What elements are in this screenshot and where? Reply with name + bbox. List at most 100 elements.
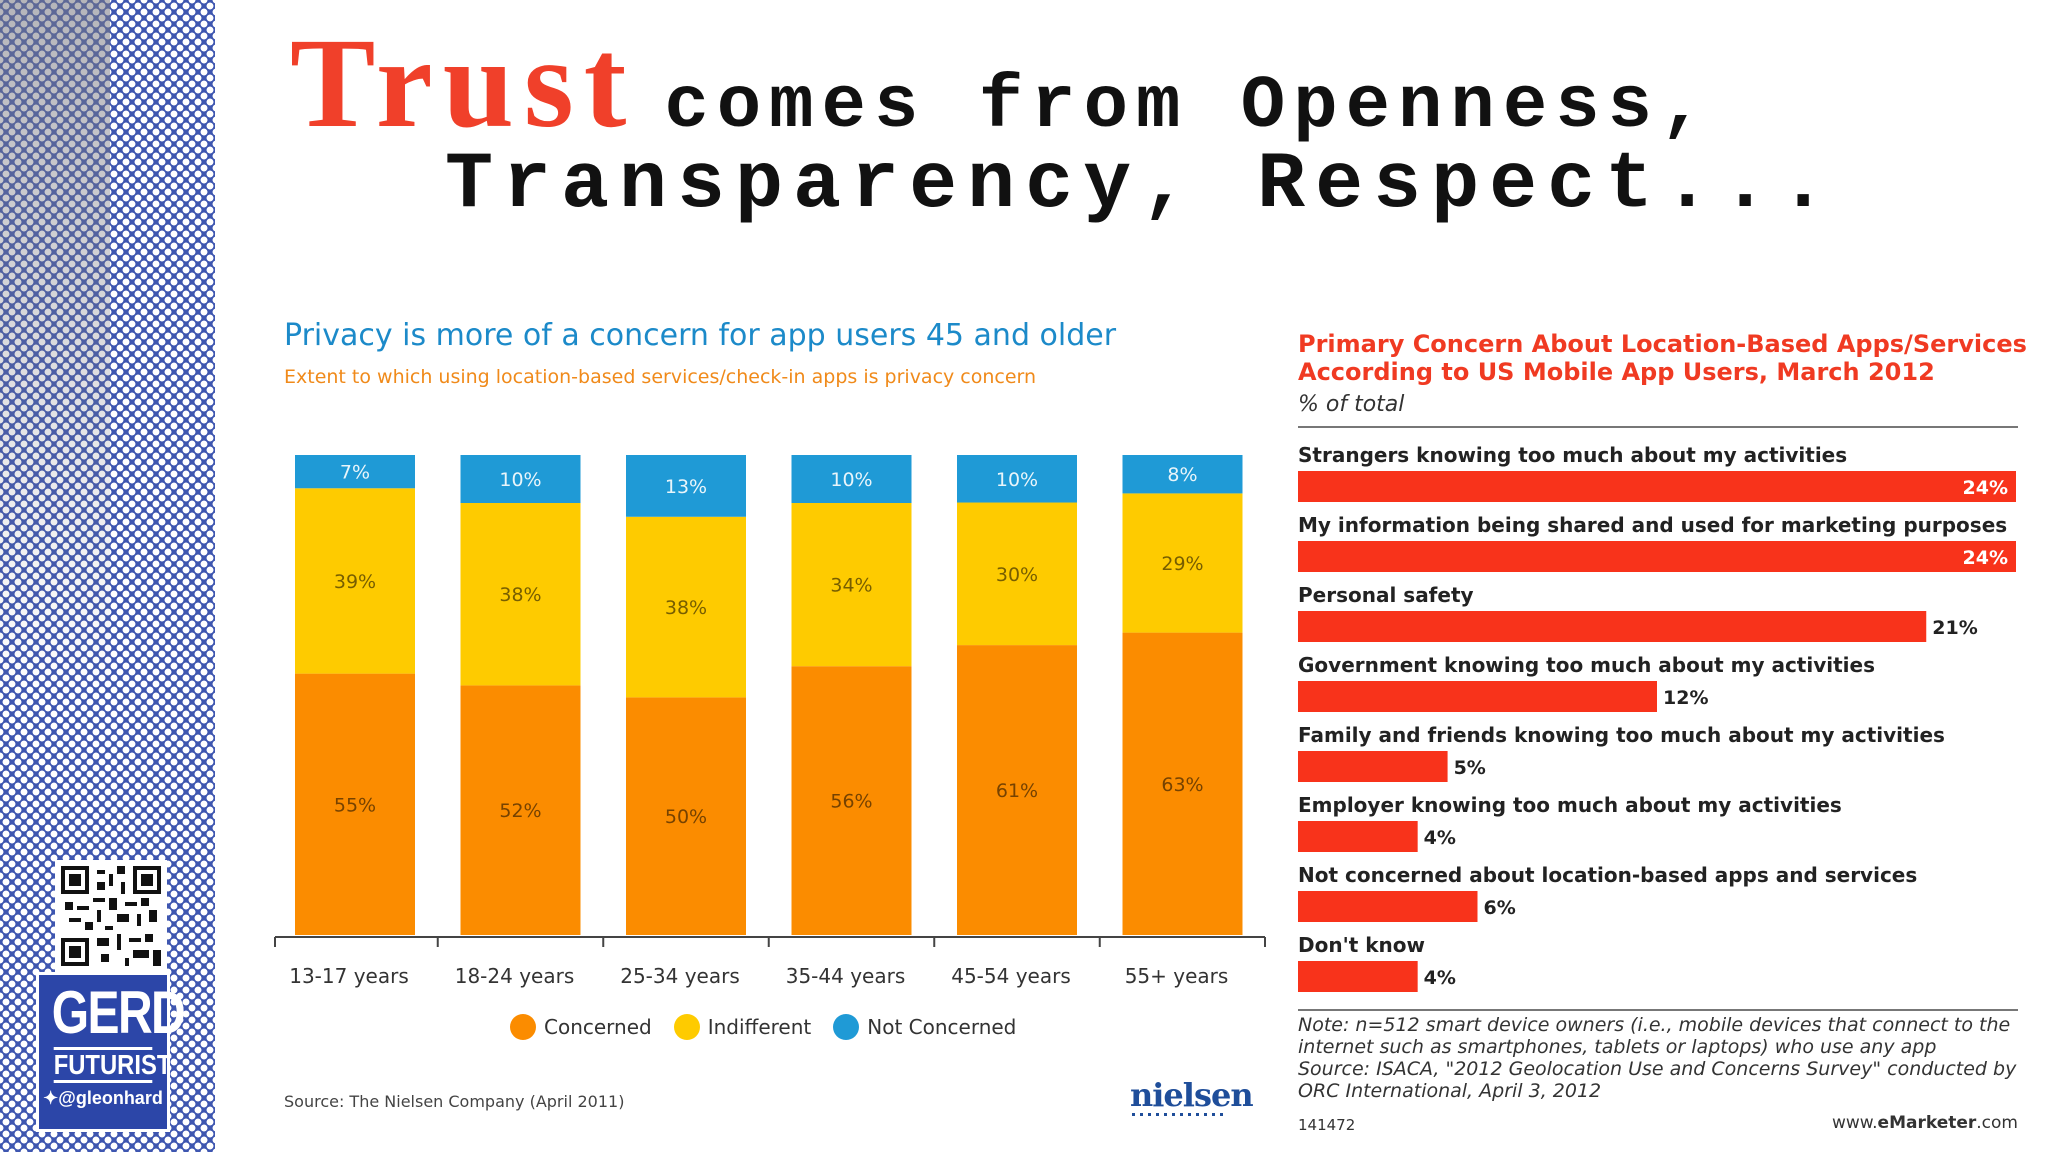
data-label-indifferent: 29%: [1161, 553, 1203, 575]
data-label-indifferent: 34%: [830, 575, 872, 597]
data-label-concerned: 52%: [499, 800, 541, 822]
bar-segment-concerned: [626, 697, 746, 935]
x-tick-label: 13-17 years: [289, 964, 409, 988]
data-label-indifferent: 38%: [665, 597, 707, 619]
bar-segment-indifferent: [1122, 493, 1243, 633]
legend-swatch-concerned: [510, 1014, 536, 1040]
bar-segment-indifferent: [957, 502, 1077, 646]
data-label: 5%: [1454, 757, 1486, 779]
bar: [1298, 541, 2016, 572]
x-tick-label: 45-54 years: [951, 964, 1071, 988]
category-label: Employer knowing too much about my activ…: [1298, 793, 1842, 817]
bar: [1298, 471, 2016, 502]
bar-segment-not-concerned: [460, 455, 581, 503]
category-label: Not concerned about location-based apps …: [1298, 863, 1917, 887]
left-chart-legend: Concerned Indifferent Not Concerned: [510, 1014, 1016, 1040]
data-label-not-concerned: 8%: [1167, 464, 1197, 486]
right-chart-source: Source: ISACA, "2012 Geolocation Use and…: [1298, 1058, 2017, 1102]
bar-segment-concerned: [1122, 632, 1243, 935]
category-label: Don't know: [1298, 933, 1425, 957]
stacked-bar-chart: 55% 39% 7% 13-17 years 52% 38% 10% 18-24 years 5…: [274, 455, 1266, 988]
data-label: 21%: [1932, 617, 1977, 639]
right-chart-id: 141472: [1298, 1116, 1356, 1134]
right-chart-note: Note: n=512 smart device owners (i.e., m…: [1298, 1014, 2011, 1058]
bar-segment-indifferent: [460, 503, 581, 686]
nielsen-logo: nielsen: [1130, 1076, 1254, 1114]
bar: [1298, 821, 1418, 852]
data-label: 6%: [1484, 897, 1516, 919]
category-label: My information being shared and used for…: [1298, 513, 2007, 537]
legend-item-concerned: Concerned: [510, 1014, 652, 1040]
bar-segment-concerned: [791, 666, 912, 935]
data-label-not-concerned: 10%: [996, 469, 1038, 491]
data-label-concerned: 63%: [1161, 774, 1203, 796]
legend-item-indifferent: Indifferent: [673, 1014, 812, 1040]
left-chart-source: Source: The Nielsen Company (April 2011): [284, 1092, 625, 1111]
badge-role: FUTURIST: [53, 1047, 171, 1083]
data-label-not-concerned: 10%: [830, 469, 872, 491]
bar-segment-indifferent: [295, 488, 415, 674]
decorative-side-strip: GERD FUTURIST ✦@gleonhard: [0, 0, 215, 1152]
legend-swatch-not-concerned: [833, 1014, 860, 1040]
legend-item-not-concerned: Not Concerned: [833, 1014, 1016, 1040]
badge-handle: ✦@gleonhard: [39, 1087, 167, 1109]
data-label-concerned: 56%: [830, 791, 872, 813]
data-label-indifferent: 39%: [334, 571, 376, 593]
bar-segment-not-concerned: [957, 455, 1077, 503]
x-tick-label: 18-24 years: [455, 964, 575, 988]
nielsen-logo-dots: [1132, 1113, 1224, 1116]
right-chart-unit-label: % of total: [1298, 392, 1405, 417]
headline: Trust comes from Openness, Transparency, …: [290, 0, 2030, 250]
data-label: 24%: [1963, 477, 2008, 499]
bar: [1298, 891, 1478, 922]
bar-segment-not-concerned: [791, 455, 912, 503]
data-label-not-concerned: 7%: [340, 462, 370, 484]
data-label: 24%: [1963, 547, 2008, 569]
qr-code-icon: [55, 860, 167, 972]
bar: [1298, 611, 1927, 642]
horizontal-bar-chart: Strangers knowing too much about my acti…: [1298, 443, 2016, 992]
category-label: Family and friends knowing too much abou…: [1298, 723, 1945, 747]
data-label-concerned: 50%: [665, 806, 707, 828]
badge-name: GERD: [51, 979, 186, 1046]
data-label-not-concerned: 10%: [499, 469, 541, 491]
x-tick-label: 35-44 years: [786, 964, 906, 988]
right-chart-title: Primary Concern About Location-Based App…: [1298, 330, 2027, 386]
left-chart-title: Privacy is more of a concern for app use…: [284, 318, 1117, 353]
headline-line-2: Transparency, Respect...: [445, 140, 1838, 231]
bar-segment-indifferent: [791, 503, 912, 667]
legend-label-indifferent: Indifferent: [707, 1015, 812, 1039]
bar-segment-concerned: [460, 685, 581, 935]
legend-label-not-concerned: Not Concerned: [867, 1015, 1017, 1039]
right-chart-bottom-rule: [1298, 1009, 2018, 1011]
emarketer-prefix: www.: [1831, 1113, 1878, 1133]
legend-label-concerned: Concerned: [544, 1015, 652, 1039]
right-chart-notes: Note: n=512 smart device owners (i.e., m…: [1298, 1014, 2028, 1102]
data-label-concerned: 55%: [334, 794, 376, 816]
bar-segment-not-concerned: [295, 455, 415, 489]
category-label: Personal safety: [1298, 583, 1474, 607]
bar: [1298, 681, 1657, 712]
twitter-bird-icon: ✦: [43, 1088, 59, 1108]
right-chart-top-rule: [1298, 426, 2018, 428]
legend-swatch-indifferent: [673, 1014, 700, 1040]
category-label: Government knowing too much about my act…: [1298, 653, 1875, 677]
data-label-concerned: 61%: [996, 780, 1038, 802]
headline-line-1: Trust comes from Openness,: [290, 10, 1712, 157]
gerd-futurist-badge: GERD FUTURIST ✦@gleonhard: [36, 972, 186, 1132]
bar: [1298, 751, 1448, 782]
emarketer-logo: www.eMarketer.com: [1832, 1113, 2018, 1133]
bar-segment-indifferent: [626, 516, 746, 698]
data-label-indifferent: 30%: [996, 564, 1038, 586]
data-label: 4%: [1424, 967, 1456, 989]
x-tick-label: 25-34 years: [620, 964, 740, 988]
headline-trust-word: Trust: [290, 12, 637, 154]
bar-segment-not-concerned: [626, 455, 746, 517]
left-chart-subtitle: Extent to which using location-based ser…: [284, 366, 1037, 388]
bar-segment-not-concerned: [1122, 455, 1243, 494]
data-label: 12%: [1663, 687, 1708, 709]
data-label-indifferent: 38%: [499, 584, 541, 606]
category-label: Strangers knowing too much about my acti…: [1298, 443, 1847, 467]
x-tick-label: 55+ years: [1125, 964, 1229, 988]
data-label: 4%: [1424, 827, 1456, 849]
